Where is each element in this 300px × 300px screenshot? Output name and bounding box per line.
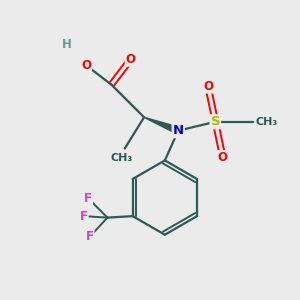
Text: F: F bbox=[80, 210, 88, 223]
Text: O: O bbox=[126, 53, 136, 66]
Text: O: O bbox=[81, 59, 91, 72]
Text: H: H bbox=[62, 38, 72, 51]
Text: N: N bbox=[173, 124, 184, 137]
Polygon shape bbox=[144, 117, 179, 134]
Text: O: O bbox=[218, 151, 228, 164]
Text: F: F bbox=[84, 192, 92, 205]
Text: CH₃: CH₃ bbox=[256, 117, 278, 127]
Text: CH₃: CH₃ bbox=[111, 153, 133, 163]
Text: O: O bbox=[203, 80, 213, 93]
Text: S: S bbox=[211, 115, 220, 128]
Text: F: F bbox=[85, 230, 94, 243]
